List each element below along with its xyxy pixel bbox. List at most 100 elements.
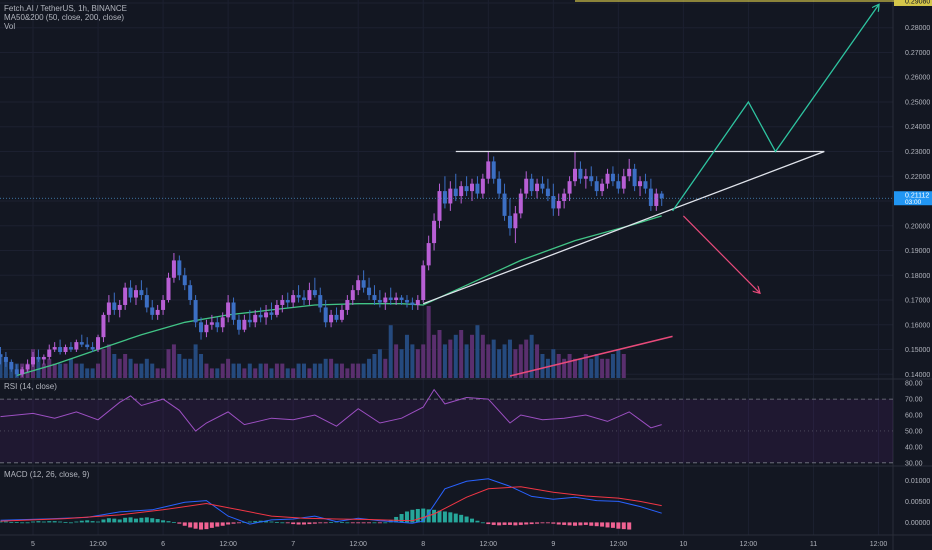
candle-body bbox=[236, 319, 241, 330]
macd-histogram-bar bbox=[112, 518, 117, 523]
candle-body bbox=[220, 317, 225, 328]
candle-body bbox=[0, 354, 3, 357]
volume-bar bbox=[524, 339, 529, 378]
macd-legend: MACD (12, 26, close, 9) bbox=[4, 470, 89, 479]
candle-body bbox=[410, 302, 415, 305]
volume-bar bbox=[155, 368, 160, 378]
candle-body bbox=[610, 173, 615, 182]
volume-bar bbox=[610, 354, 615, 378]
candle-body bbox=[578, 168, 583, 179]
volume-bar bbox=[247, 363, 252, 378]
volume-bar bbox=[242, 368, 247, 378]
time-tick-label: 12:00 bbox=[870, 541, 888, 548]
candle-body bbox=[3, 356, 8, 362]
macd-histogram-bar bbox=[47, 521, 52, 523]
macd-histogram-bar bbox=[562, 522, 567, 525]
candle-body bbox=[123, 287, 128, 305]
macd-histogram-bar bbox=[209, 522, 214, 528]
candle-body bbox=[161, 300, 166, 310]
macd-histogram-bar bbox=[63, 521, 68, 523]
volume-bar bbox=[399, 349, 404, 378]
volume-bar bbox=[621, 354, 626, 378]
volume-bar bbox=[329, 358, 334, 378]
candle-body bbox=[372, 295, 377, 301]
macd-histogram-bar bbox=[459, 514, 464, 523]
candle-body bbox=[242, 319, 247, 330]
volume-bar bbox=[312, 363, 317, 378]
candle-body bbox=[112, 302, 117, 310]
candle-body bbox=[356, 280, 361, 291]
rsi-label: RSI (14, close) bbox=[4, 382, 57, 391]
time-tick-label: 12:00 bbox=[740, 541, 758, 548]
candle-body bbox=[567, 181, 572, 194]
macd-histogram-bar bbox=[372, 522, 377, 524]
bullish-projection-path bbox=[672, 5, 879, 212]
candle-body bbox=[155, 309, 160, 315]
macd-histogram-bar bbox=[199, 522, 204, 530]
signal-line bbox=[0, 486, 662, 522]
macd-histogram-bar bbox=[535, 522, 540, 524]
candle-body bbox=[128, 287, 133, 298]
macd-histogram-bar bbox=[497, 522, 502, 526]
candle-body bbox=[583, 176, 588, 179]
volume-bar bbox=[594, 354, 599, 378]
candle-body bbox=[334, 314, 339, 320]
macd-histogram-bar bbox=[166, 521, 171, 523]
volume-bar bbox=[58, 363, 63, 378]
candle-body bbox=[556, 201, 561, 209]
rsi-band bbox=[0, 399, 893, 463]
time-tick-label: 12:00 bbox=[610, 541, 628, 548]
volume-bar bbox=[74, 363, 79, 378]
macd-histogram-bar bbox=[144, 517, 149, 523]
candle-body bbox=[150, 307, 155, 315]
macd-histogram-bar bbox=[150, 518, 155, 523]
macd-histogram-bar bbox=[610, 522, 615, 528]
candle-body bbox=[215, 322, 220, 328]
candle-body bbox=[453, 188, 458, 197]
indicator-vol-label: Vol bbox=[4, 22, 16, 31]
candle-body bbox=[470, 183, 475, 192]
current-price-label: 0.21112 bbox=[905, 193, 929, 200]
time-tick-label: 10 bbox=[680, 541, 688, 548]
volume-bar bbox=[144, 358, 149, 378]
macd-histogram-bar bbox=[215, 522, 220, 527]
rsi-tick-label: 80.00 bbox=[905, 381, 923, 388]
volume-bar bbox=[236, 363, 241, 378]
macd-tick-label: 0.00000 bbox=[905, 520, 930, 527]
price-tick-label: 0.14000 bbox=[905, 372, 930, 379]
macd-histogram-bar bbox=[307, 522, 312, 525]
volume-bar bbox=[258, 363, 263, 378]
volume-bar bbox=[475, 325, 480, 378]
volume-bar bbox=[106, 344, 111, 378]
macd-histogram-bar bbox=[573, 522, 577, 526]
volume-bar bbox=[421, 344, 426, 378]
macd-histogram-bar bbox=[3, 521, 8, 523]
candle-body bbox=[258, 314, 263, 318]
macd-histogram-bar bbox=[236, 522, 241, 524]
legend-main: Fetch.AI / TetherUS, 1h, BINANCE MA50&20… bbox=[4, 4, 127, 31]
volume-bar bbox=[117, 358, 122, 378]
macd-histogram-bar bbox=[123, 517, 128, 523]
ascending-trendline bbox=[422, 150, 825, 305]
macd-histogram-bar bbox=[253, 521, 258, 523]
macd-histogram-bar bbox=[339, 521, 344, 523]
macd-histogram-bar bbox=[68, 522, 73, 524]
macd-histogram-bar bbox=[177, 522, 182, 524]
candle-body bbox=[442, 191, 447, 204]
macd-histogram-bar bbox=[79, 520, 84, 523]
candle-body bbox=[177, 260, 182, 276]
volume-bar bbox=[101, 349, 106, 378]
volume-bar bbox=[562, 358, 567, 378]
macd-histogram-bar bbox=[74, 521, 79, 523]
volume-bar bbox=[605, 358, 610, 378]
candle-body bbox=[63, 347, 68, 353]
candle-body bbox=[518, 193, 523, 214]
macd-label: MACD (12, 26, close, 9) bbox=[4, 470, 90, 479]
candle-body bbox=[144, 295, 149, 308]
macd-histogram-bar bbox=[106, 518, 111, 523]
time-tick-label: 7 bbox=[291, 541, 295, 548]
rsi-tick-label: 50.00 bbox=[905, 428, 923, 435]
price-tick-label: 0.25000 bbox=[905, 99, 930, 106]
volume-bar bbox=[394, 344, 399, 378]
